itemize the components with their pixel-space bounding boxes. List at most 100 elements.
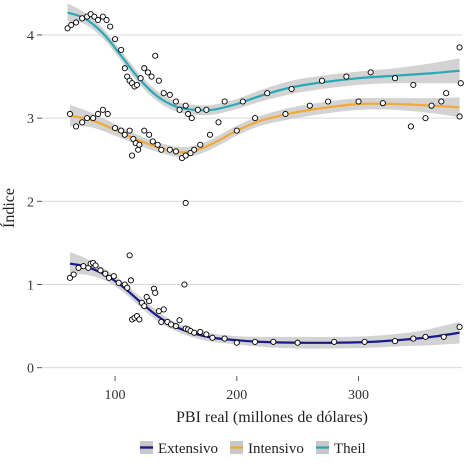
point-theil bbox=[457, 80, 464, 87]
point-extensivo bbox=[456, 323, 463, 330]
point-intensivo bbox=[182, 199, 189, 207]
point-theil bbox=[148, 73, 155, 80]
y-axis-title: Índice bbox=[0, 188, 18, 228]
point-extensivo bbox=[75, 264, 82, 271]
band-intensivo bbox=[70, 97, 460, 158]
point-extensivo bbox=[410, 335, 417, 342]
point-extensivo bbox=[102, 270, 109, 277]
point-extensivo bbox=[152, 289, 159, 296]
point-theil bbox=[194, 106, 201, 113]
point-theil bbox=[121, 65, 128, 72]
point-extensivo bbox=[440, 333, 447, 340]
legend-item-theil: Theil bbox=[316, 441, 366, 457]
point-intensivo bbox=[251, 115, 259, 122]
point-extensivo bbox=[136, 316, 143, 323]
point-intensivo bbox=[126, 127, 133, 134]
point-extensivo bbox=[127, 277, 134, 284]
point-theil bbox=[172, 98, 179, 105]
band-theil bbox=[67, 3, 460, 116]
band-extensivo bbox=[70, 252, 460, 349]
point-extensivo bbox=[181, 281, 188, 288]
point-intensivo bbox=[233, 127, 240, 134]
point-theil bbox=[264, 90, 271, 97]
point-extensivo bbox=[221, 335, 228, 342]
point-theil bbox=[94, 16, 102, 24]
point-theil bbox=[68, 21, 75, 29]
y-tick-label: 3 bbox=[27, 112, 34, 127]
y-tick-label: 4 bbox=[27, 29, 34, 44]
point-intensivo bbox=[79, 119, 86, 126]
point-theil bbox=[343, 73, 350, 80]
point-extensivo bbox=[197, 328, 204, 335]
legend-item-extensivo: Extensivo bbox=[140, 441, 218, 457]
point-theil bbox=[137, 75, 144, 82]
point-theil bbox=[182, 102, 189, 109]
point-theil bbox=[133, 81, 141, 88]
point-intensivo bbox=[154, 141, 161, 148]
legend-label: Intensivo bbox=[248, 441, 304, 457]
point-extensivo bbox=[172, 323, 179, 330]
point-theil bbox=[428, 102, 435, 109]
point-extensivo bbox=[160, 306, 167, 313]
point-intensivo bbox=[172, 148, 179, 155]
point-theil bbox=[103, 16, 110, 24]
point-theil bbox=[410, 81, 417, 88]
y-tick-label: 0 bbox=[27, 362, 34, 377]
point-extensivo bbox=[331, 338, 338, 345]
point-extensivo bbox=[391, 338, 399, 345]
point-intensivo bbox=[206, 131, 214, 138]
point-intensivo bbox=[187, 150, 194, 157]
point-intensivo bbox=[182, 152, 189, 159]
point-theil bbox=[443, 90, 450, 97]
point-intensivo bbox=[83, 115, 91, 122]
point-theil bbox=[221, 98, 228, 105]
point-extensivo bbox=[97, 267, 104, 274]
line-theil bbox=[67, 11, 460, 112]
point-theil bbox=[91, 13, 98, 20]
point-intensivo bbox=[166, 146, 173, 153]
point-intensivo bbox=[149, 138, 156, 145]
point-intensivo bbox=[422, 115, 429, 122]
x-tick-label: 100 bbox=[105, 388, 126, 403]
point-intensivo bbox=[407, 123, 414, 130]
y-tick-label: 2 bbox=[27, 195, 34, 210]
point-theil bbox=[288, 85, 295, 93]
point-extensivo bbox=[158, 318, 165, 325]
point-theil bbox=[160, 90, 167, 97]
point-extensivo bbox=[105, 274, 113, 281]
point-extensivo bbox=[70, 271, 77, 278]
point-intensivo bbox=[282, 110, 289, 118]
point-extensivo bbox=[209, 334, 216, 341]
point-extensivo bbox=[110, 273, 117, 280]
y-tick-label: 1 bbox=[27, 279, 34, 294]
point-theil bbox=[318, 77, 326, 84]
point-theil bbox=[239, 98, 246, 105]
point-extensivo bbox=[92, 262, 99, 269]
point-theil bbox=[203, 106, 210, 113]
point-extensivo bbox=[176, 317, 183, 324]
point-theil bbox=[367, 69, 374, 76]
point-theil bbox=[111, 36, 119, 43]
point-intensivo bbox=[355, 98, 362, 105]
point-intensivo bbox=[111, 125, 119, 132]
x-tick-label: 300 bbox=[348, 388, 369, 403]
gridlines bbox=[42, 34, 462, 369]
axes: 0 1 2 3 4 100 200 300 bbox=[27, 29, 369, 403]
point-intensivo bbox=[135, 146, 142, 153]
point-intensivo bbox=[379, 100, 386, 107]
point-extensivo bbox=[155, 308, 162, 315]
point-theil bbox=[107, 23, 114, 30]
point-intensivo bbox=[141, 127, 148, 134]
point-intensivo bbox=[121, 131, 128, 138]
point-extensivo bbox=[203, 331, 210, 338]
point-extensivo bbox=[115, 279, 122, 286]
point-theil bbox=[141, 65, 148, 72]
point-extensivo bbox=[361, 338, 368, 345]
point-intensivo bbox=[158, 146, 165, 153]
point-extensivo bbox=[126, 252, 133, 259]
point-intensivo bbox=[118, 127, 125, 134]
point-theil bbox=[166, 91, 173, 98]
point-extensivo bbox=[294, 339, 301, 346]
point-theil bbox=[185, 110, 192, 118]
